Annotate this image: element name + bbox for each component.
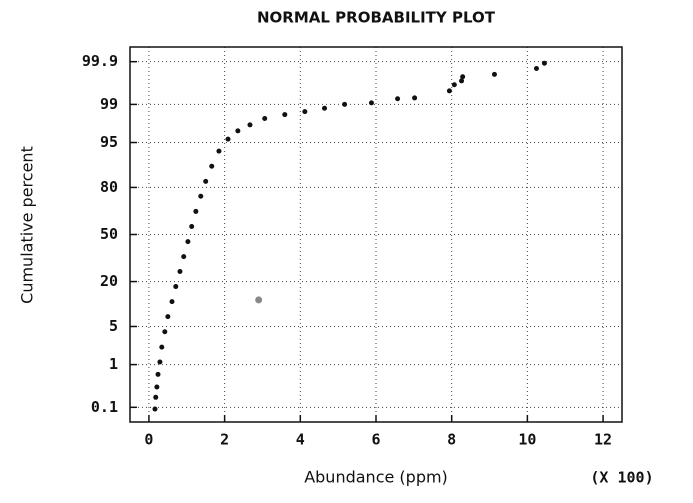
point — [247, 122, 253, 128]
point — [491, 71, 497, 77]
x-tick-label: 12 — [594, 431, 612, 449]
point — [395, 96, 401, 102]
point — [198, 193, 204, 199]
point — [152, 406, 158, 412]
x-axis-label: Abundance (ppm) — [304, 468, 448, 487]
point — [541, 60, 547, 66]
x-tick-label: 10 — [518, 431, 536, 449]
x-tick-label: 0 — [144, 431, 153, 449]
point — [322, 105, 328, 111]
point — [209, 163, 215, 169]
point — [368, 100, 374, 106]
point — [216, 148, 222, 154]
point — [460, 74, 466, 80]
point — [412, 95, 418, 101]
y-tick-label: 80 — [100, 178, 118, 196]
y-tick-label: 20 — [100, 272, 118, 290]
point — [255, 296, 263, 304]
point — [177, 269, 183, 275]
point — [193, 208, 199, 214]
point — [157, 359, 163, 365]
x-tick-label: 6 — [371, 431, 380, 449]
y-axis-label: Cumulative percent — [18, 146, 37, 304]
y-tick-label: 99.9 — [82, 52, 118, 70]
plot-frame — [129, 46, 623, 423]
point — [451, 82, 457, 88]
x-tick-label: 4 — [296, 431, 305, 449]
point — [153, 394, 159, 400]
x-tick-label: 8 — [447, 431, 456, 449]
point — [181, 254, 187, 260]
chart-title: NORMAL PROBABILITY PLOT — [257, 9, 496, 27]
point — [169, 299, 175, 305]
point — [282, 112, 288, 118]
point — [165, 314, 171, 320]
point — [162, 329, 168, 335]
point — [459, 78, 465, 84]
point — [262, 115, 268, 121]
y-tick-label: 50 — [100, 225, 118, 243]
y-tick-label: 0.1 — [91, 398, 118, 416]
y-tick-label: 5 — [109, 317, 118, 335]
point — [159, 344, 165, 350]
point — [302, 109, 308, 115]
point — [185, 239, 191, 245]
x-tick-label: 2 — [220, 431, 229, 449]
y-tick-label: 95 — [100, 133, 118, 151]
point — [173, 284, 179, 290]
y-tick-label: 99 — [100, 95, 118, 113]
point — [189, 223, 195, 229]
point — [533, 66, 539, 72]
point — [446, 88, 452, 94]
y-tick-label: 1 — [109, 355, 118, 373]
x-multiplier: (X 100) — [590, 469, 653, 487]
point — [154, 384, 160, 390]
point — [203, 178, 209, 184]
point — [342, 101, 348, 107]
point — [155, 371, 161, 377]
point — [225, 136, 231, 142]
point — [235, 128, 241, 134]
